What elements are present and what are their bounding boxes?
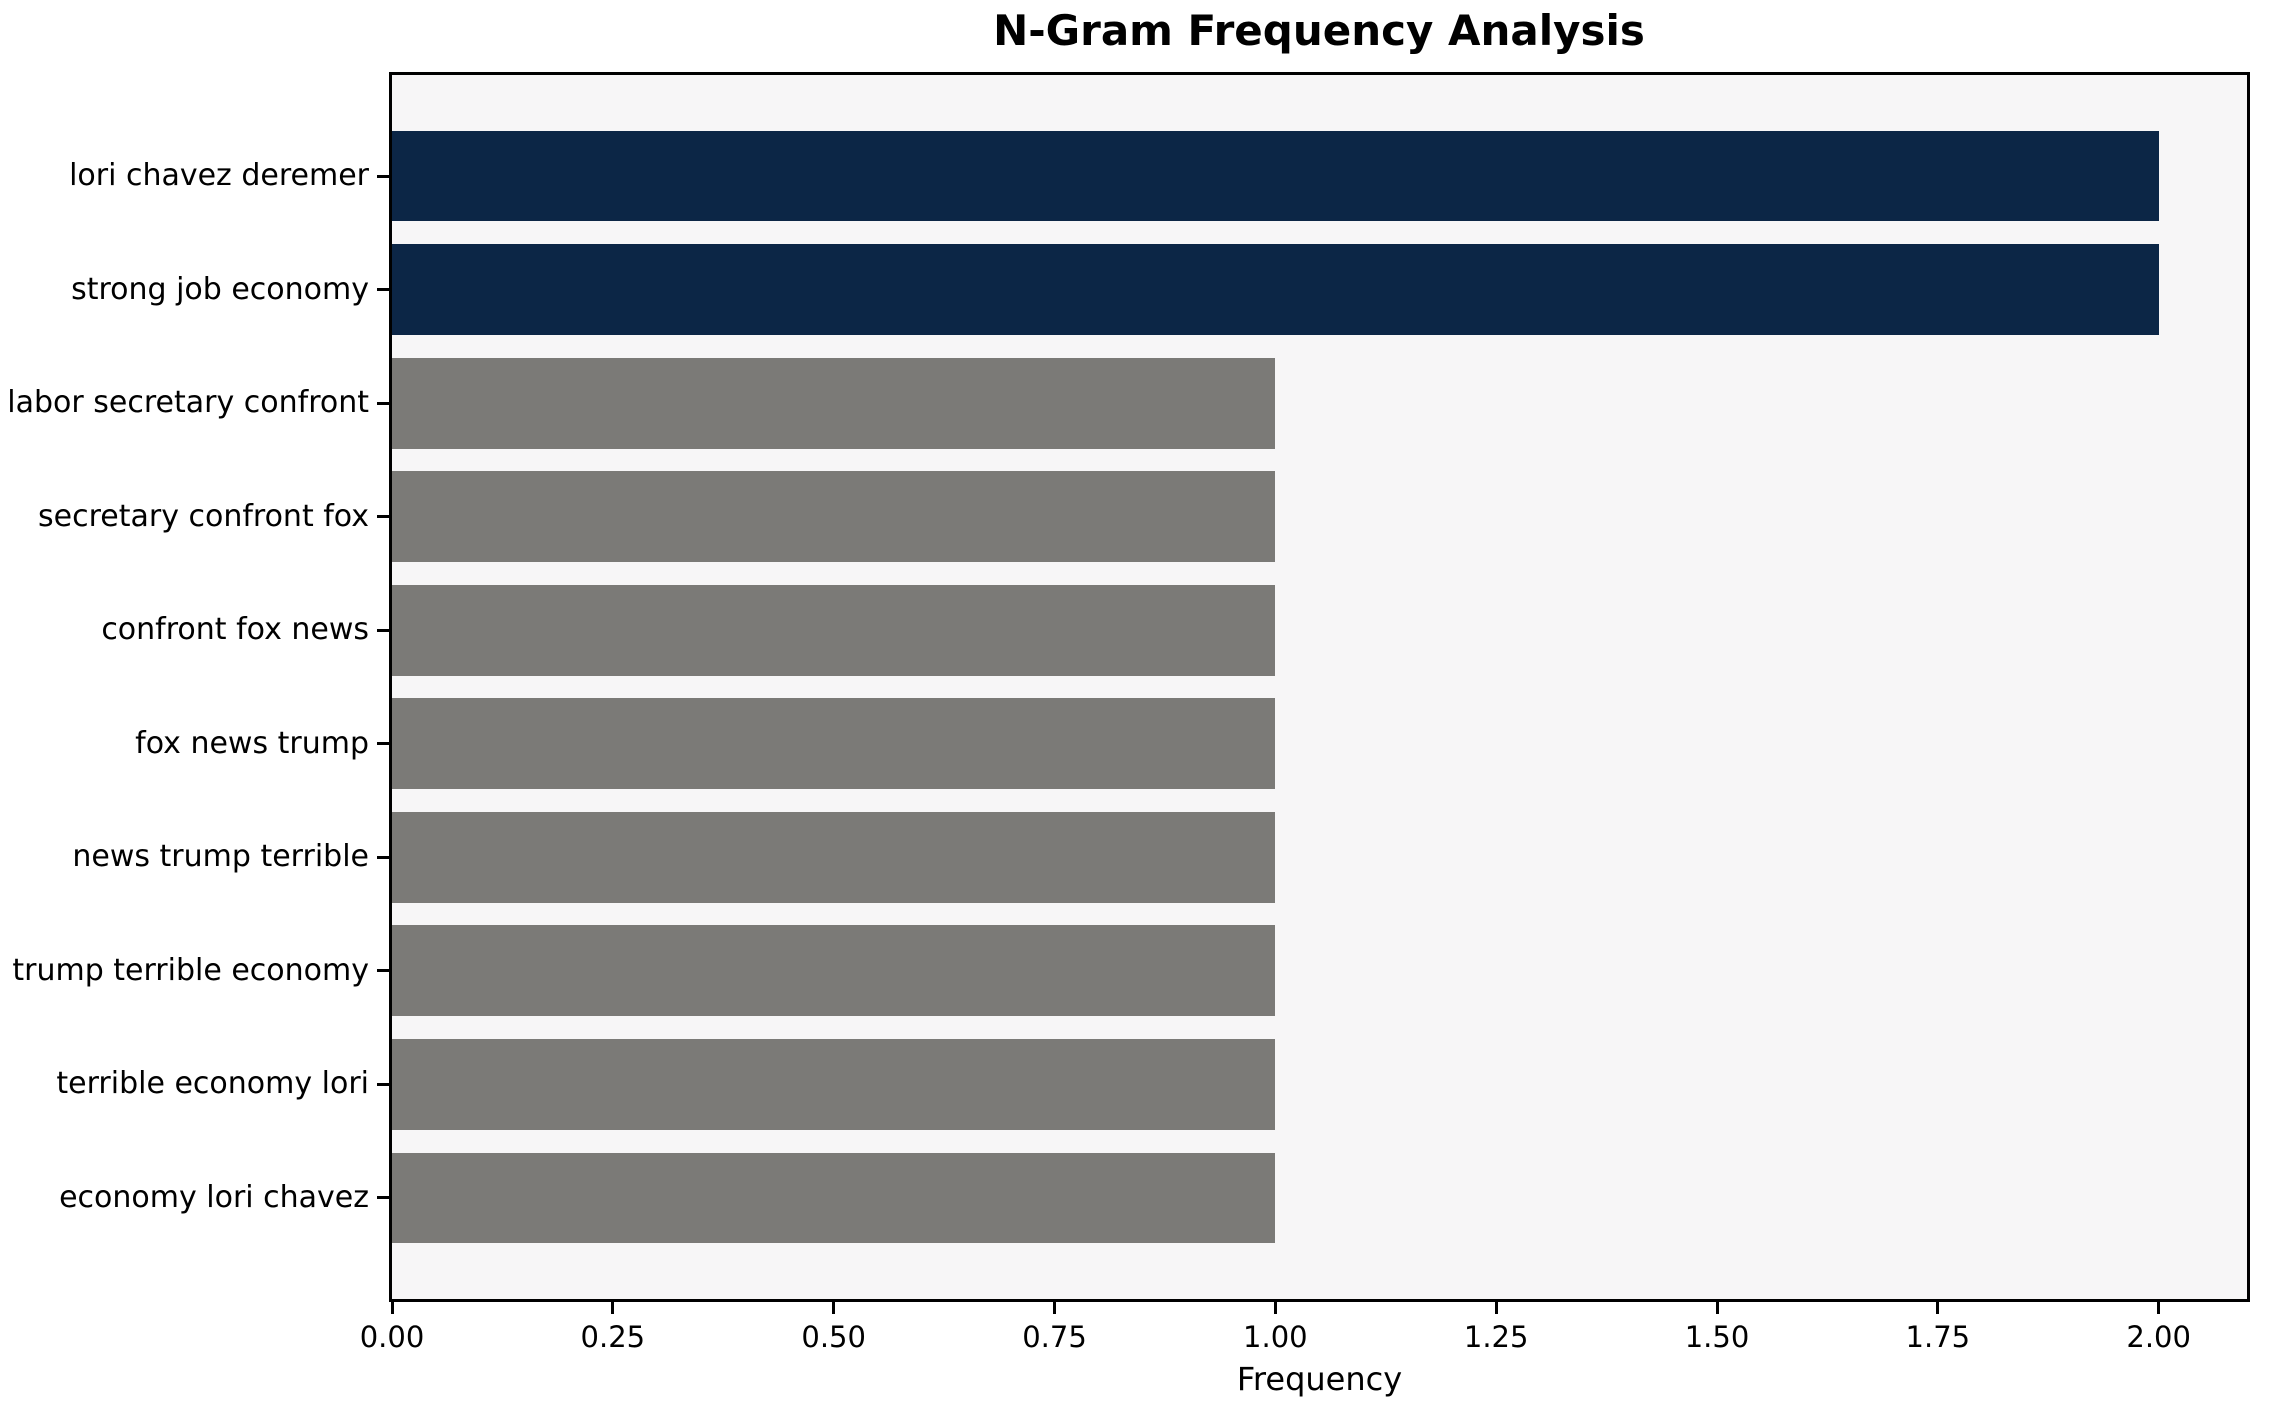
bar-economy-lori-chavez — [392, 1152, 1276, 1244]
x-axis-tick — [1494, 1302, 1498, 1314]
x-tick-label: 0.50 — [801, 1320, 866, 1354]
y-tick-label: lori chavez deremer — [69, 158, 369, 194]
bar-trump-terrible-economy — [392, 925, 1276, 1017]
bar-fox-news-trump — [392, 698, 1276, 790]
y-axis-tick — [377, 1082, 389, 1086]
x-tick-label: 1.00 — [1243, 1320, 1308, 1354]
bar-strong-job-economy — [392, 244, 2159, 335]
y-tick-label: secretary confront fox — [38, 498, 369, 534]
x-tick-label: 0.75 — [1022, 1320, 1087, 1354]
y-tick-label: economy lori chavez — [59, 1179, 369, 1215]
y-axis-tick — [377, 515, 389, 519]
x-axis-tick — [611, 1302, 615, 1314]
bar-lori-chavez-deremer — [392, 130, 2159, 222]
x-axis-tick — [1715, 1302, 1719, 1314]
bar-confront-fox-news — [392, 584, 1276, 676]
y-tick-label: confront fox news — [101, 612, 369, 648]
y-tick-label: fox news trump — [135, 725, 369, 761]
x-tick-label: 0.25 — [580, 1320, 646, 1354]
y-axis-tick — [377, 628, 389, 632]
x-tick-label: 1.75 — [1905, 1320, 1971, 1354]
x-axis-tick — [1053, 1302, 1056, 1314]
y-tick-label: news trump terrible — [72, 839, 369, 875]
x-axis-tick — [1273, 1302, 1277, 1314]
y-axis-tick — [377, 1196, 389, 1200]
chart-title: N-Gram Frequency Analysis — [993, 6, 1645, 55]
x-tick-label: 1.50 — [1684, 1320, 1750, 1354]
bar-news-trump-terrible — [392, 811, 1276, 903]
y-tick-label: strong job economy — [71, 271, 369, 307]
x-axis-tick — [1936, 1302, 1940, 1314]
y-axis-tick — [377, 855, 389, 859]
plot-area — [389, 72, 2250, 1302]
y-tick-label: terrible economy lori — [56, 1066, 369, 1102]
x-axis-tick — [832, 1302, 836, 1314]
x-axis-tick — [390, 1302, 394, 1314]
bar-labor-secretary-confront — [392, 357, 1276, 449]
y-axis-tick — [377, 174, 389, 178]
y-axis-tick — [377, 969, 389, 973]
bar-terrible-economy-lori — [392, 1038, 1276, 1130]
y-axis-tick — [377, 401, 389, 405]
y-tick-label: trump terrible economy — [12, 952, 369, 988]
x-tick-label: 2.00 — [2126, 1320, 2191, 1354]
y-axis-tick — [377, 742, 389, 746]
y-tick-label: labor secretary confront — [7, 385, 369, 421]
x-axis-tick — [2157, 1302, 2161, 1314]
x-tick-label: 1.25 — [1463, 1320, 1529, 1354]
x-tick-label: 0.00 — [359, 1320, 425, 1354]
y-axis-tick — [377, 288, 389, 292]
x-axis-label: Frequency — [1236, 1360, 1403, 1398]
bar-secretary-confront-fox — [392, 471, 1276, 563]
